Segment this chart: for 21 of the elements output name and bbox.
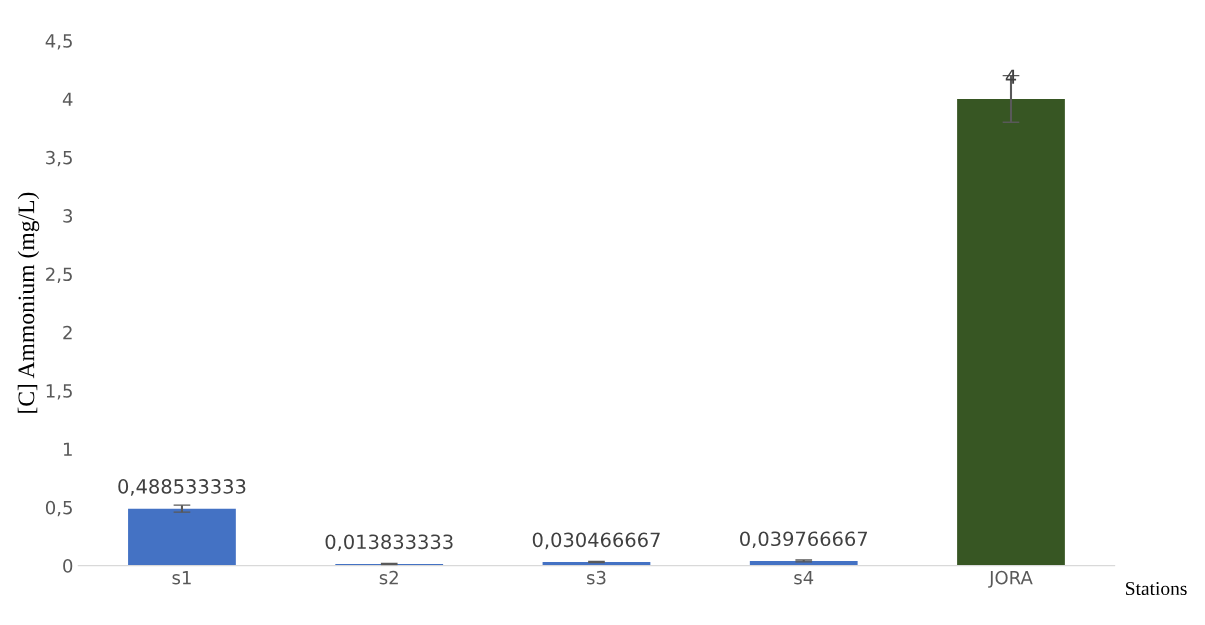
x-axis-title: Stations (1126, 581, 1187, 596)
y-tick-label: 0 (63, 559, 73, 573)
x-tick-label: s3 (587, 570, 606, 585)
y-tick-label: 1,5 (46, 384, 72, 400)
y-tick-label: 4,5 (45, 34, 72, 50)
y-tick-label: 3,5 (46, 150, 72, 167)
y-tick-label: 2 (63, 325, 72, 340)
x-tick-label: s1 (172, 571, 191, 585)
x-tick-label: s4 (794, 571, 814, 585)
data-label: 0,488533333 (118, 479, 246, 496)
data-label: 0,030466667 (532, 532, 660, 550)
y-tick-label: 2,5 (46, 267, 72, 283)
y-axis-title: [C] Ammonium (mg/L) (17, 192, 40, 413)
x-tick-label: s2 (379, 570, 398, 585)
y-tick-label: 1 (63, 442, 72, 456)
x-tick-label: JORA (988, 570, 1033, 588)
y-tick-label: 3 (63, 209, 73, 223)
data-label: 0,039766667 (740, 531, 868, 549)
y-tick-label: 0,5 (45, 500, 72, 517)
data-label: 0,013833333 (325, 534, 453, 552)
y-tick-label: 4 (62, 92, 73, 106)
